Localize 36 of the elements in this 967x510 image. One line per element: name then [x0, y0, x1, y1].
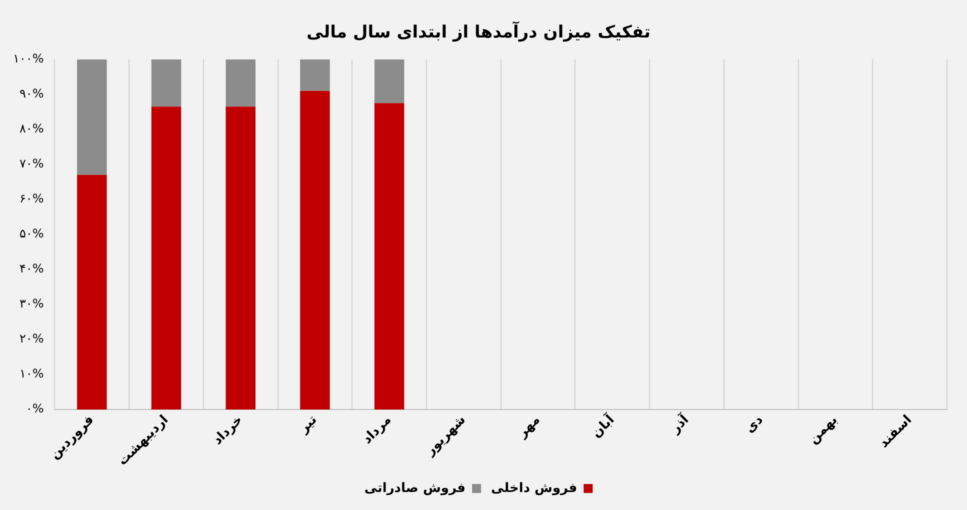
y-tick-label: ۹۰%	[19, 86, 44, 101]
legend-label: فروش داخلی	[491, 480, 578, 496]
x-tick-label: دی	[742, 412, 767, 436]
legend-label: فروش صادراتی	[364, 480, 466, 496]
bar	[226, 59, 256, 107]
y-tick-label: ۵۰%	[19, 226, 44, 241]
x-tick-label: اسفند	[876, 412, 916, 452]
x-tick-label: اردیبهشت	[115, 412, 172, 469]
x-tick-label: آذر	[666, 410, 692, 438]
bar	[151, 106, 182, 410]
bar	[300, 59, 330, 91]
y-tick-label: ۷۰%	[19, 156, 44, 171]
bar	[77, 59, 107, 175]
x-tick-label: فروردین	[47, 412, 98, 462]
bar	[151, 59, 182, 107]
x-tick-label: تیر	[296, 412, 320, 437]
y-tick-label: ۳۰%	[19, 296, 44, 311]
x-tick-label: بهمن	[806, 412, 841, 448]
bar	[226, 106, 256, 410]
x-tick-label: شهریور	[422, 412, 469, 460]
x-tick-label: خرداد	[210, 412, 246, 448]
bar	[374, 103, 404, 410]
bar	[374, 59, 404, 104]
bar	[77, 174, 107, 410]
y-tick-label: ۰%	[26, 402, 44, 416]
y-tick-label: ۶۰%	[19, 192, 44, 206]
y-tick-label: ۱۰۰%	[12, 52, 44, 66]
x-tick-label: آبان	[588, 410, 618, 442]
chart-title: تفکیک میزان درآمدها از ابتدای سال مالی	[306, 20, 650, 43]
bar	[300, 90, 330, 410]
y-tick-label: ۴۰%	[19, 262, 44, 276]
y-tick-label: ۲۰%	[19, 332, 44, 346]
y-tick-label: ۱۰%	[19, 366, 44, 381]
x-tick-label: مرداد	[360, 412, 395, 448]
y-tick-label: ۸۰%	[19, 122, 44, 136]
x-tick-label: مهر	[514, 412, 544, 442]
